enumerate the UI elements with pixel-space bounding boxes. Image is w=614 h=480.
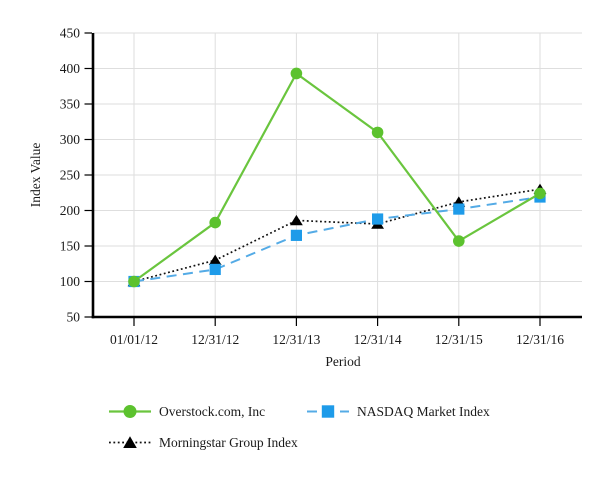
legend-label-nasdaq: NASDAQ Market Index [357, 404, 490, 419]
series-marker [534, 187, 546, 200]
series-marker [290, 214, 303, 226]
legend-item-overstock: Overstock.com, Inc [108, 403, 265, 420]
series-line [133, 196, 541, 283]
legend-item-morningstar: Morningstar Group Index [108, 434, 298, 451]
series-marker [290, 67, 303, 80]
legend-square-marker [321, 405, 335, 418]
y-tick-label: 250 [60, 168, 81, 183]
morningstar-line-triangle-swatch [109, 436, 151, 448]
x-tick-label: 12/31/14 [354, 332, 402, 347]
series-marker [209, 263, 221, 276]
series-marker [453, 203, 465, 215]
legend-label-morningstar: Morningstar Group Index [159, 435, 298, 450]
legend-label-overstock: Overstock.com, Inc [159, 404, 266, 419]
series-line [133, 188, 541, 283]
y-tick-label: 300 [60, 132, 81, 147]
series-line [133, 71, 541, 283]
x-tick-label: 01/01/12 [110, 332, 158, 347]
y-tick-label: 50 [67, 310, 81, 325]
y-tick-label: 400 [60, 61, 81, 76]
y-tick-label: 350 [60, 97, 81, 112]
legend-triangle-marker [123, 436, 137, 448]
x-tick-label: 12/31/13 [272, 332, 320, 347]
legend-item-nasdaq: NASDAQ Market Index [306, 403, 490, 420]
x-tick-label: 12/31/16 [516, 332, 564, 347]
nasdaq-line-square-swatch [307, 405, 349, 418]
series-marker [290, 229, 302, 241]
y-axis-title: Index Value [28, 143, 43, 208]
y-tick-label: 150 [60, 239, 81, 254]
series-marker [371, 126, 384, 139]
y-tick-label: 100 [60, 274, 81, 289]
y-tick-label: 200 [60, 203, 81, 218]
legend-circle-marker [123, 405, 137, 418]
x-tick-label: 12/31/12 [191, 332, 239, 347]
series-marker [208, 254, 222, 265]
series-marker [128, 275, 140, 288]
series-marker [372, 213, 384, 225]
y-tick-label: 450 [60, 26, 81, 41]
series-marker [453, 235, 465, 247]
series-marker [209, 216, 221, 229]
overstock-line-circle-swatch [109, 405, 151, 418]
x-axis-title: Period [325, 354, 360, 369]
x-tick-label: 12/31/15 [435, 332, 483, 347]
